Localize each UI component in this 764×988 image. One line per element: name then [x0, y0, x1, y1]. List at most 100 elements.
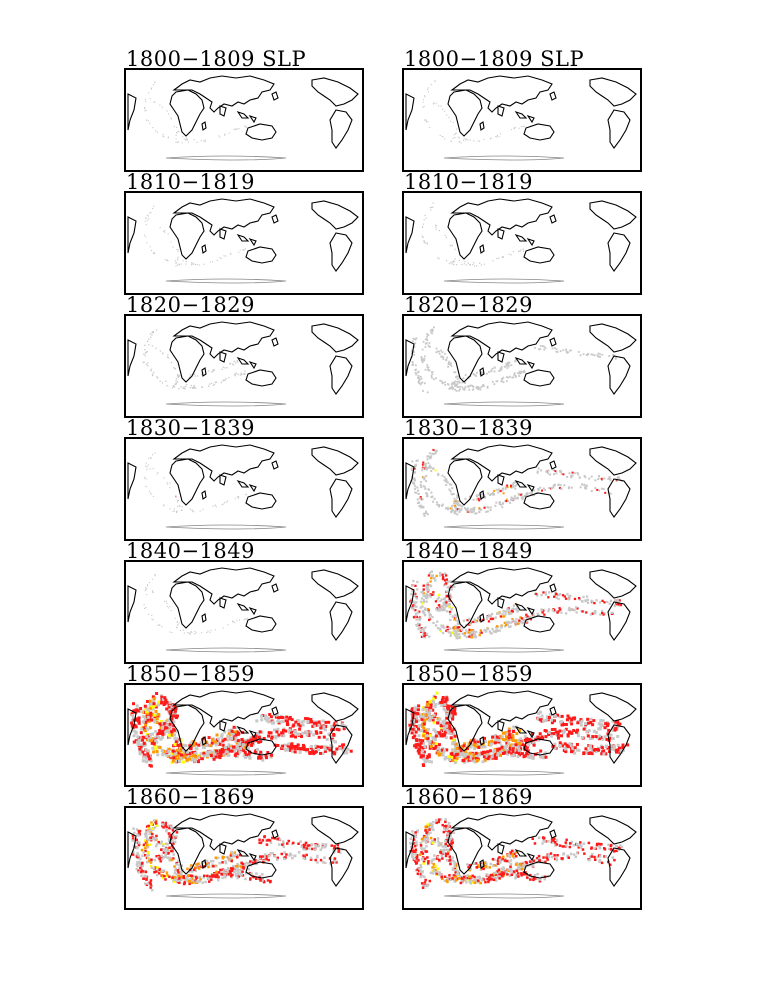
- ship-observation-mark: [442, 108, 444, 110]
- ship-observation-mark: [451, 753, 454, 757]
- ship-observation-mark: [138, 860, 141, 864]
- ship-observation-mark: [232, 870, 236, 874]
- ship-observation-mark: [421, 739, 425, 743]
- ship-observation-mark: [613, 744, 616, 748]
- ship-observation-mark: [518, 375, 521, 377]
- ship-observation-mark: [508, 746, 512, 750]
- ship-observation-mark: [210, 382, 213, 384]
- ship-observation-mark: [422, 588, 425, 591]
- ship-observation-mark: [504, 365, 507, 368]
- ship-observation-mark: [292, 744, 296, 748]
- ship-observation-mark: [426, 856, 429, 859]
- ship-observation-mark: [428, 342, 431, 345]
- ship-observation-mark: [167, 354, 169, 356]
- coastline: [514, 233, 528, 242]
- ship-observation-mark: [432, 453, 435, 456]
- ship-observation-mark: [413, 711, 417, 715]
- ship-observation-mark: [189, 742, 193, 745]
- ship-observation-mark: [335, 727, 339, 731]
- ship-observation-mark: [201, 632, 203, 634]
- ship-observation-mark: [216, 742, 219, 745]
- ship-observation-mark: [175, 511, 177, 513]
- ship-observation-mark: [235, 864, 239, 868]
- ship-observation-mark: [428, 826, 431, 829]
- ship-observation-mark: [221, 855, 224, 859]
- ship-observation-mark: [465, 264, 467, 266]
- ship-observation-mark: [417, 611, 420, 614]
- ship-observation-mark: [289, 734, 293, 738]
- ship-observation-mark: [532, 612, 535, 615]
- ship-observation-mark: [297, 842, 300, 845]
- ship-observation-mark: [160, 749, 164, 752]
- ship-observation-mark: [151, 87, 153, 89]
- ship-observation-mark: [286, 748, 290, 752]
- ship-observation-mark: [443, 757, 447, 761]
- ship-observation-mark: [616, 722, 620, 726]
- ship-observation-mark: [530, 755, 534, 758]
- ship-observation-mark: [615, 750, 619, 754]
- ship-observation-mark: [310, 744, 313, 748]
- ship-observation-mark: [163, 722, 167, 726]
- ship-observation-mark: [246, 747, 250, 751]
- ship-observation-mark: [427, 88, 429, 90]
- ship-observation-mark: [553, 595, 556, 598]
- ship-observation-mark: [160, 854, 163, 858]
- coastline: [245, 246, 277, 264]
- ship-observation-mark: [435, 351, 438, 354]
- ship-observation-mark: [165, 842, 169, 846]
- ship-observation-mark: [431, 329, 434, 331]
- ship-observation-mark: [139, 745, 143, 749]
- ship-observation-mark: [420, 377, 423, 380]
- ship-observation-mark: [183, 632, 185, 634]
- ship-observation-mark: [215, 381, 218, 383]
- ship-observation-mark: [138, 750, 142, 754]
- ship-observation-mark: [473, 618, 476, 621]
- ship-observation-mark: [516, 755, 520, 759]
- ship-observation-mark: [495, 501, 498, 504]
- ship-observation-mark: [153, 744, 157, 748]
- ship-observation-mark: [303, 857, 307, 861]
- ship-observation-mark: [188, 879, 192, 883]
- ship-observation-mark: [428, 594, 431, 597]
- ship-observation-mark: [421, 749, 424, 753]
- coastline: [526, 360, 535, 370]
- ship-observation-mark: [267, 720, 271, 724]
- ship-observation-mark: [488, 630, 491, 633]
- ship-observation-mark: [418, 713, 422, 717]
- map-panel: 1820−1829: [402, 294, 642, 418]
- ship-observation-mark: [544, 591, 547, 594]
- ship-observation-mark: [592, 748, 596, 752]
- ship-observation-mark: [447, 585, 450, 589]
- ship-observation-mark: [175, 383, 177, 385]
- ship-observation-mark: [425, 845, 428, 848]
- ship-observation-mark: [425, 731, 429, 735]
- ship-observation-mark: [411, 584, 414, 587]
- ship-observation-mark: [478, 634, 481, 637]
- ship-observation-mark: [445, 728, 449, 732]
- ship-observation-mark: [485, 510, 488, 513]
- ship-observation-mark: [175, 495, 177, 497]
- ship-observation-mark: [236, 856, 239, 859]
- ship-observation-mark: [153, 838, 157, 842]
- ship-observation-mark: [218, 749, 222, 753]
- ship-observation-mark: [613, 720, 617, 724]
- ship-observation-mark: [463, 263, 465, 265]
- ship-observation-mark: [451, 705, 454, 709]
- ship-observation-mark: [560, 744, 564, 748]
- ship-observation-mark: [169, 631, 171, 633]
- ship-observation-mark: [577, 473, 580, 476]
- ship-observation-mark: [438, 748, 442, 752]
- coastline: [607, 355, 631, 395]
- ship-observation-mark: [424, 829, 427, 832]
- coastline: [514, 479, 528, 488]
- ship-observation-mark: [445, 479, 448, 482]
- ship-observation-mark: [505, 749, 509, 753]
- ship-observation-mark: [139, 866, 142, 870]
- ship-observation-mark: [416, 708, 420, 712]
- ship-observation-mark: [534, 346, 536, 349]
- ship-observation-mark: [599, 355, 601, 358]
- world-map: [124, 191, 364, 295]
- coastline: [479, 613, 485, 623]
- ship-observation-mark: [155, 819, 158, 822]
- panel-title: 1860−1869: [126, 785, 255, 809]
